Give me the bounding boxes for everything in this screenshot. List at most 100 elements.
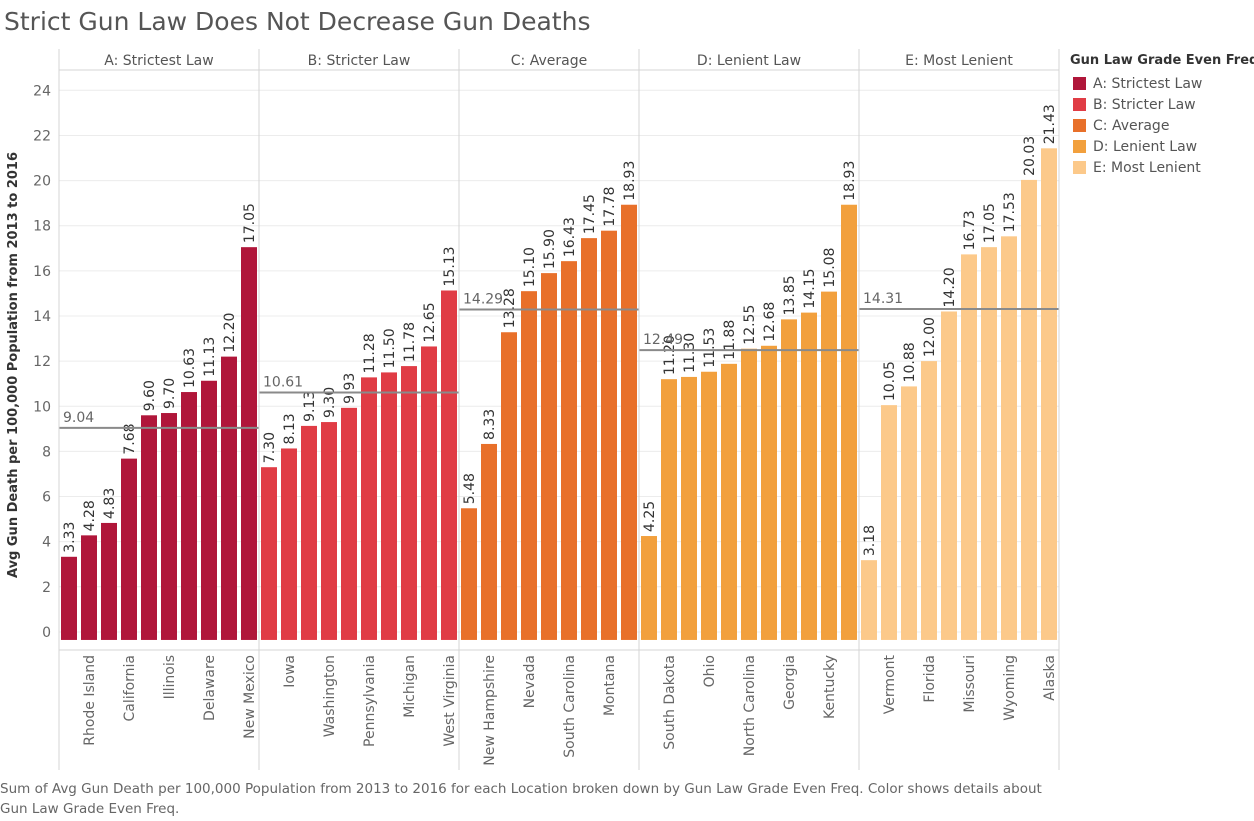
bar-value-label: 11.30 — [682, 333, 698, 373]
bar-value-label: 13.28 — [502, 288, 518, 328]
panel-header: B: Stricter Law — [308, 53, 411, 69]
category-label: Ohio — [702, 655, 718, 687]
bar-value-label: 10.88 — [902, 342, 918, 382]
category-label: North Carolina — [742, 655, 758, 756]
category-label: California — [122, 655, 138, 721]
bar — [241, 247, 257, 640]
category-label: West Virginia — [442, 655, 458, 747]
bar-value-label: 17.05 — [982, 203, 998, 243]
bar-value-label: 11.20 — [662, 335, 678, 375]
panel-header: E: Most Lenient — [905, 53, 1013, 69]
legend-label: D: Lenient Law — [1093, 138, 1198, 155]
legend-item[interactable]: C: Average — [1070, 115, 1254, 136]
legend-title: Gun Law Grade Even Freq — [1070, 53, 1254, 68]
bar-value-label: 9.13 — [302, 391, 318, 422]
bar-value-label: 17.53 — [1002, 192, 1018, 232]
legend-item[interactable]: E: Most Lenient — [1070, 157, 1254, 178]
y-tick-label: 14 — [33, 309, 51, 325]
bar — [181, 392, 197, 640]
bar — [441, 290, 457, 640]
bar — [561, 261, 577, 640]
bar — [761, 345, 777, 640]
legend-label: E: Most Lenient — [1093, 159, 1201, 176]
category-label: Kentucky — [822, 655, 838, 719]
bar-value-label: 10.63 — [182, 348, 198, 388]
bar-value-label: 21.43 — [1042, 104, 1058, 144]
legend-item[interactable]: A: Strictest Law — [1070, 73, 1254, 94]
category-label: Illinois — [162, 655, 178, 699]
bar-value-label: 7.30 — [262, 432, 278, 463]
bar — [221, 356, 237, 640]
bar-value-label: 11.78 — [402, 322, 418, 362]
category-label: Nevada — [522, 655, 538, 708]
bar-value-label: 17.45 — [582, 194, 598, 234]
bar-value-label: 18.93 — [842, 161, 858, 201]
y-tick-label: 16 — [33, 264, 51, 280]
category-label: Pennsylvania — [362, 655, 378, 747]
bar — [921, 361, 937, 640]
bar-value-label: 7.68 — [122, 423, 138, 454]
chart-title: Strict Gun Law Does Not Decrease Gun Dea… — [4, 7, 591, 36]
bar — [701, 371, 717, 640]
bar — [781, 319, 797, 640]
bar — [81, 535, 97, 640]
category-label: Washington — [322, 655, 338, 737]
category-label: New Mexico — [242, 655, 258, 739]
bar — [501, 332, 517, 640]
bar-value-label: 4.83 — [102, 488, 118, 519]
bar — [381, 372, 397, 640]
bar — [681, 376, 697, 640]
category-label: Wyoming — [1002, 655, 1018, 721]
category-label: New Hampshire — [482, 655, 498, 766]
bar-value-label: 11.50 — [382, 328, 398, 368]
bar — [321, 422, 337, 640]
legend-label: B: Stricter Law — [1093, 96, 1196, 113]
bar — [941, 311, 957, 640]
bar-value-label: 12.20 — [222, 313, 238, 353]
bar-value-label: 16.73 — [962, 210, 978, 250]
legend-label: C: Average — [1093, 117, 1170, 134]
category-label: Missouri — [962, 655, 978, 713]
bar-value-label: 9.70 — [162, 378, 178, 409]
bar — [881, 405, 897, 640]
bar — [101, 522, 117, 640]
category-label: Delaware — [202, 655, 218, 721]
bar — [521, 291, 537, 640]
average-label: 12.49 — [643, 332, 683, 348]
bar-value-label: 9.60 — [142, 380, 158, 411]
bar-value-label: 14.15 — [802, 269, 818, 309]
legend-swatch — [1073, 98, 1086, 111]
bar — [461, 508, 477, 640]
average-label: 14.31 — [863, 291, 903, 307]
bar-value-label: 12.68 — [762, 302, 778, 342]
category-label: Montana — [602, 655, 618, 716]
bar-value-label: 15.10 — [522, 247, 538, 287]
category-label: Michigan — [402, 655, 418, 718]
legend-item[interactable]: D: Lenient Law — [1070, 136, 1254, 157]
bar-value-label: 13.85 — [782, 275, 798, 315]
legend-swatch — [1073, 119, 1086, 132]
bar — [541, 273, 557, 640]
bar — [581, 238, 597, 640]
bar — [741, 348, 757, 640]
legend-item[interactable]: B: Stricter Law — [1070, 94, 1254, 115]
bar — [1001, 236, 1017, 640]
legend: Gun Law Grade Even Freq A: Strictest Law… — [1070, 53, 1254, 178]
y-tick-label: 20 — [33, 174, 51, 190]
bar — [421, 346, 437, 640]
bar-value-label: 9.93 — [342, 373, 358, 404]
y-tick-label: 6 — [42, 490, 51, 506]
bar — [1041, 148, 1057, 640]
bar — [721, 363, 737, 640]
panel-header: C: Average — [511, 53, 587, 69]
legend-items: A: Strictest Law B: Stricter Law C: Averag… — [1070, 73, 1254, 178]
y-tick-label: 18 — [33, 219, 51, 235]
bar — [861, 560, 877, 640]
bar — [961, 254, 977, 640]
average-label: 14.29 — [463, 291, 503, 307]
y-tick-label: 10 — [33, 399, 51, 415]
bar — [61, 556, 77, 640]
bar-value-label: 15.13 — [442, 246, 458, 286]
bar-value-label: 11.28 — [362, 333, 378, 373]
